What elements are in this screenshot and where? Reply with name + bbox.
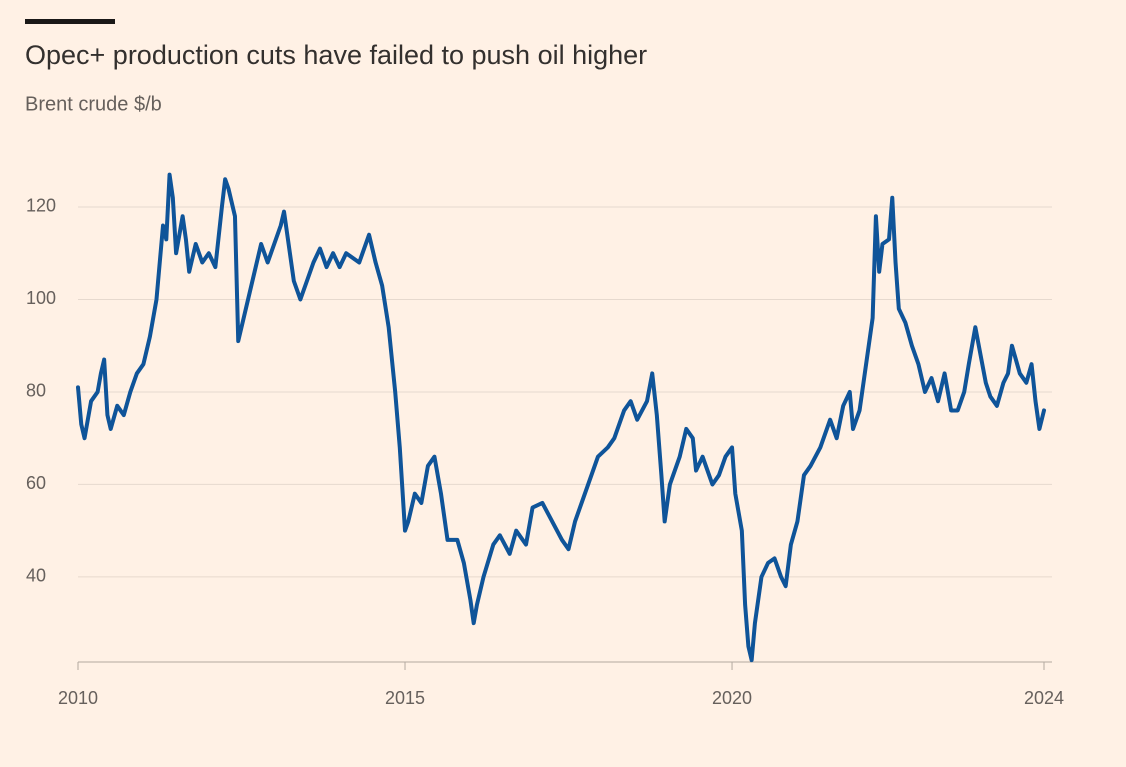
y-tick-label: 120 (26, 196, 56, 216)
x-tick-label: 2015 (385, 688, 425, 708)
x-tick-label: 2020 (712, 688, 752, 708)
x-tick-label: 2024 (1024, 688, 1064, 708)
y-tick-label: 80 (26, 381, 46, 401)
price-line (76, 172, 1046, 663)
y-tick-label: 60 (26, 473, 46, 493)
x-tick-label: 2010 (58, 688, 98, 708)
chart-title: Opec+ production cuts have failed to pus… (25, 40, 647, 70)
brand-bar (25, 19, 115, 24)
y-tick-label: 40 (26, 566, 46, 586)
y-tick-label: 100 (26, 288, 56, 308)
chart-subtitle: Brent crude $/b (25, 93, 162, 115)
